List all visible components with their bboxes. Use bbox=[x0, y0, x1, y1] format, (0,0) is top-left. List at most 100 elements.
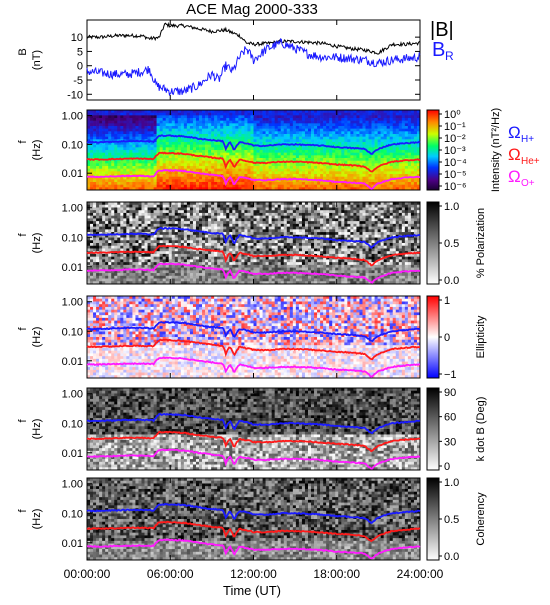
spectrogram-cell bbox=[141, 213, 144, 216]
spectrogram-cell bbox=[369, 142, 372, 145]
spectrogram-cell bbox=[275, 137, 278, 140]
spectrogram-cell bbox=[250, 147, 253, 150]
spectrogram-cell bbox=[287, 150, 290, 153]
spectrogram-cell bbox=[99, 185, 102, 188]
spectrogram-cell bbox=[187, 166, 190, 169]
spectrogram-cell bbox=[199, 177, 202, 180]
spectrogram-cell bbox=[90, 182, 93, 185]
spectrogram-cell bbox=[232, 270, 235, 273]
spectrogram-cell bbox=[235, 113, 238, 116]
spectrogram-cell bbox=[247, 227, 250, 230]
spectrogram-cell bbox=[214, 265, 217, 268]
spectrogram-cell bbox=[344, 185, 347, 188]
spectrogram-cell bbox=[293, 158, 296, 161]
spectrogram-cell bbox=[138, 273, 141, 276]
spectrogram-cell bbox=[281, 131, 284, 134]
spectrogram-cell bbox=[390, 131, 393, 134]
spectrogram-cell bbox=[229, 279, 232, 282]
spectrogram-cell bbox=[132, 243, 135, 246]
spectrogram-cell bbox=[123, 145, 126, 148]
spectrogram-cell bbox=[323, 153, 326, 156]
spectrogram-cell bbox=[129, 171, 132, 174]
spectrogram-cell bbox=[117, 171, 120, 174]
spectrogram-cell bbox=[366, 155, 369, 158]
spectrogram-cell bbox=[199, 207, 202, 210]
spectrogram-cell bbox=[238, 205, 241, 208]
spectrogram-cell bbox=[105, 131, 108, 134]
spectrogram-cell bbox=[93, 276, 96, 279]
spectrogram-cell bbox=[202, 243, 205, 246]
spectrogram-cell bbox=[341, 126, 344, 129]
spectrogram-cell bbox=[208, 166, 211, 169]
spectrogram-cell bbox=[123, 113, 126, 116]
spectrogram-cell bbox=[90, 259, 93, 262]
spectrogram-cell bbox=[275, 163, 278, 166]
spectrogram-cell bbox=[184, 113, 187, 116]
spectrogram-cell bbox=[111, 163, 114, 166]
spectrogram-cell bbox=[390, 123, 393, 126]
spectrogram-cell bbox=[141, 171, 144, 174]
spectrogram-cell bbox=[217, 254, 220, 257]
spectrogram-cell bbox=[93, 129, 96, 132]
spectrogram-cell bbox=[111, 262, 114, 265]
spectrogram-cell bbox=[120, 265, 123, 268]
spectrogram-cell bbox=[202, 210, 205, 213]
spectrogram-cell bbox=[187, 139, 190, 142]
spectrogram-cell bbox=[356, 126, 359, 129]
spectrogram-cell bbox=[202, 179, 205, 182]
spectrogram-cell bbox=[160, 279, 163, 282]
spectrogram-cell bbox=[135, 216, 138, 219]
spectrogram-cell bbox=[157, 123, 160, 126]
spectrogram-cell bbox=[93, 246, 96, 249]
spectrogram-cell bbox=[393, 147, 396, 150]
spectrogram-cell bbox=[390, 171, 393, 174]
spectrogram-cell bbox=[199, 227, 202, 230]
spectrogram-cell bbox=[151, 221, 154, 224]
spectrogram-cell bbox=[151, 213, 154, 216]
spectrogram-cell bbox=[390, 129, 393, 132]
spectrogram-cell bbox=[299, 185, 302, 188]
spectrogram-cell bbox=[393, 118, 396, 121]
spectrogram-cell bbox=[193, 150, 196, 153]
spectrogram-cell bbox=[135, 259, 138, 262]
spectrogram-cell bbox=[287, 153, 290, 156]
spectrogram-cell bbox=[160, 221, 163, 224]
spectrogram-cell bbox=[320, 113, 323, 116]
spectrogram-cell bbox=[151, 153, 154, 156]
spectrogram-cell bbox=[96, 257, 99, 260]
spectrogram-cell bbox=[202, 270, 205, 273]
spectrogram-cell bbox=[160, 268, 163, 271]
spectrogram-cell bbox=[369, 137, 372, 140]
spectrogram-cell bbox=[151, 150, 154, 153]
spectrogram-cell bbox=[202, 163, 205, 166]
spectrogram-cell bbox=[254, 123, 257, 126]
spectrogram-cell bbox=[299, 150, 302, 153]
spectrogram-cell bbox=[341, 134, 344, 137]
spectrogram-cell bbox=[347, 121, 350, 124]
colorbar-tick-label: 10⁻⁵ bbox=[444, 169, 467, 181]
spectrogram-polarization bbox=[87, 202, 420, 284]
spectrogram-cell bbox=[323, 131, 326, 134]
spectrogram-cell bbox=[141, 134, 144, 137]
spectrogram-cell bbox=[123, 265, 126, 268]
spectrogram-cell bbox=[414, 171, 417, 174]
spectrogram-cell bbox=[308, 163, 311, 166]
spectrogram-cell bbox=[129, 210, 132, 213]
spectrogram-cell bbox=[99, 145, 102, 148]
spectrogram-cell bbox=[281, 118, 284, 121]
spectrogram-cell bbox=[138, 243, 141, 246]
spectrogram-cell bbox=[205, 270, 208, 273]
spectrogram-cell bbox=[375, 118, 378, 121]
spectrogram-cell bbox=[105, 238, 108, 241]
spectrogram-cell bbox=[199, 273, 202, 276]
spectrogram-cell bbox=[199, 126, 202, 129]
spectrogram-cell bbox=[141, 254, 144, 257]
spectrogram-cell bbox=[244, 262, 247, 265]
spectrogram-cell bbox=[341, 153, 344, 156]
spectrogram-cell bbox=[175, 235, 178, 238]
spectrogram-cell bbox=[166, 210, 169, 213]
spectrogram-cell bbox=[247, 210, 250, 213]
spectrogram-cell bbox=[148, 123, 151, 126]
spectrogram-cell bbox=[172, 126, 175, 129]
spectrogram-cell bbox=[123, 205, 126, 208]
